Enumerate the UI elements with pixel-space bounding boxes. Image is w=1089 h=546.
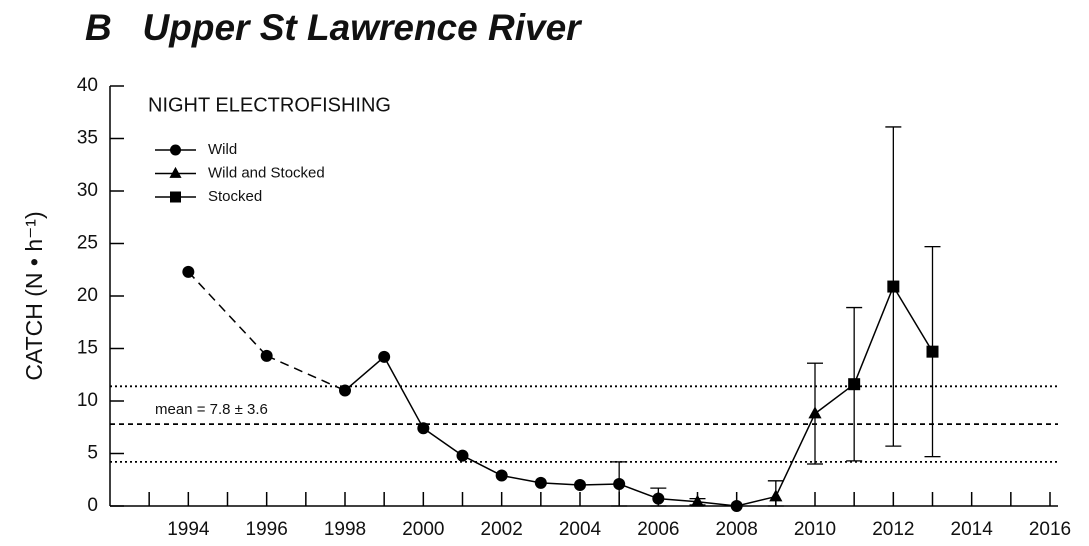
- marker: [926, 345, 939, 358]
- marker: [887, 280, 900, 293]
- x-tick-label: 2006: [637, 519, 679, 540]
- connector: [775, 413, 816, 497]
- x-tick-label: 2008: [716, 519, 758, 540]
- legend-label: Wild: [208, 141, 237, 158]
- subtitle: NIGHT ELECTROFISHING: [148, 94, 391, 116]
- marker: [534, 476, 547, 489]
- y-tick-label: 35: [77, 128, 98, 149]
- y-tick-label: 15: [77, 338, 98, 359]
- connector: [501, 474, 541, 484]
- connector: [658, 497, 698, 503]
- y-tick-label: 40: [77, 75, 98, 96]
- y-tick-label: 0: [87, 495, 98, 516]
- x-tick-label: 2016: [1029, 519, 1071, 540]
- connector: [462, 454, 503, 477]
- chart-title: B Upper St Lawrence River: [85, 7, 583, 48]
- marker: [260, 349, 273, 362]
- legend-label: Stocked: [208, 188, 262, 205]
- x-tick-label: 1996: [246, 519, 288, 540]
- marker: [730, 500, 743, 512]
- legend-marker: [170, 191, 181, 203]
- x-tick-label: 2002: [481, 519, 523, 540]
- marker: [808, 406, 822, 419]
- connector: [187, 271, 268, 357]
- connector: [697, 501, 737, 507]
- y-axis-label: CATCH (N • h⁻¹): [21, 211, 47, 380]
- connector: [618, 483, 659, 500]
- x-tick-label: 2012: [872, 519, 914, 540]
- connector: [579, 483, 620, 486]
- legend-marker: [169, 166, 182, 178]
- y-tick-label: 25: [77, 233, 98, 254]
- marker: [690, 494, 705, 507]
- marker: [182, 265, 195, 278]
- y-tick-label: 5: [87, 443, 98, 464]
- x-tick-label: 2004: [559, 519, 602, 540]
- connector: [422, 427, 463, 457]
- y-tick-label: 30: [77, 180, 98, 201]
- y-tick-label: 20: [77, 285, 98, 306]
- x-tick-label: 2000: [402, 519, 444, 540]
- connector: [344, 356, 385, 392]
- connector: [892, 286, 934, 353]
- marker: [495, 469, 508, 482]
- connector: [853, 286, 895, 385]
- mean-label: mean = 7.8 ± 3.6: [155, 401, 268, 418]
- marker: [769, 489, 783, 502]
- connector: [540, 482, 581, 486]
- x-tick-label: 2014: [951, 519, 994, 540]
- legend-label: Wild and Stocked: [208, 164, 325, 181]
- marker: [652, 492, 665, 505]
- x-tick-label: 1994: [167, 519, 210, 540]
- x-tick-label: 1998: [324, 519, 366, 540]
- marker: [848, 378, 861, 391]
- connector: [266, 355, 346, 392]
- marker: [456, 449, 469, 462]
- legend-marker: [170, 144, 181, 156]
- marker: [613, 477, 626, 490]
- connector: [814, 383, 855, 415]
- marker: [378, 350, 391, 363]
- marker: [417, 422, 430, 435]
- marker: [574, 479, 586, 491]
- connector: [736, 495, 777, 507]
- connector: [383, 356, 424, 429]
- y-tick-label: 10: [77, 390, 98, 411]
- marker: [339, 384, 351, 397]
- x-tick-label: 2010: [794, 519, 836, 540]
